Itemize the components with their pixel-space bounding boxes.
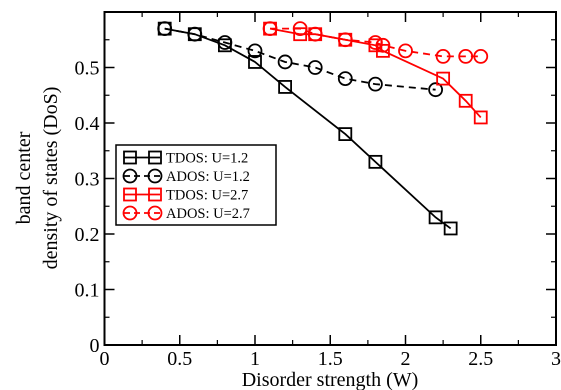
series-1 (157, 21, 444, 98)
y-tick-label: 0 (90, 335, 100, 357)
legend-label: ADOS: U=2.7 (166, 206, 250, 222)
x-tick-label: 0.5 (167, 348, 192, 370)
data-point (157, 21, 173, 37)
legend: TDOS: U=1.2 ADOS: U=1.2 TDOS: U=2.7 ADOS: U… (115, 144, 277, 226)
data-point (458, 49, 474, 64)
data-point (458, 93, 473, 108)
data-point (375, 37, 391, 53)
legend-label: TDOS: U=2.7 (166, 188, 248, 204)
series-line (269, 27, 482, 119)
legend-marker (147, 168, 163, 184)
y-tick-label: 0.5 (75, 58, 100, 80)
series-line (164, 27, 436, 91)
x-tick-label: 3 (551, 348, 561, 370)
x-tick-label: 2.5 (468, 348, 493, 370)
data-point (248, 55, 262, 69)
data-point (307, 60, 323, 75)
data-point (473, 110, 488, 125)
data-point (367, 76, 383, 92)
data-point (278, 80, 293, 94)
x-axis-label: Disorder strength (W) (242, 369, 419, 390)
data-point (187, 26, 203, 42)
series-2 (263, 21, 488, 125)
data-point (337, 32, 353, 48)
data-point (443, 221, 458, 236)
data-point (277, 54, 293, 70)
data-point (217, 35, 233, 50)
data-point (338, 127, 353, 142)
legend-label: TDOS: U=1.2 (166, 151, 248, 167)
data-point (247, 43, 263, 59)
axis-ticks: 0 0.5 1 1.5 2 2.5 3 0 0.1 0.2 0.3 0.4 0.5 (75, 12, 561, 370)
legend-marker (148, 187, 162, 202)
legend-marker (148, 150, 162, 165)
series-line (270, 27, 481, 58)
x-tick-label: 2 (401, 348, 411, 370)
series-3 (262, 21, 489, 64)
legend-label: ADOS: U=1.2 (166, 169, 250, 185)
data-point (367, 35, 383, 50)
data-point (262, 21, 278, 37)
y-tick-label: 0.1 (75, 280, 100, 302)
legend-marker (122, 168, 138, 184)
y-tick-label: 0.3 (75, 169, 100, 191)
y-tick-label: 0.2 (75, 224, 100, 246)
data-point (428, 82, 444, 98)
legend-marker (122, 205, 138, 221)
data-point (307, 26, 323, 42)
data-point (368, 154, 383, 169)
plot-marks (157, 21, 489, 236)
data-point (428, 210, 443, 225)
x-tick-label: 1.5 (318, 348, 343, 370)
legend-marker (123, 187, 137, 202)
legend-marker (147, 205, 163, 221)
x-tick-label: 1 (250, 348, 260, 370)
y-axis-label-line-1: band center (13, 131, 35, 224)
data-point (398, 43, 413, 59)
legend-marker (123, 150, 137, 165)
data-point (292, 21, 308, 37)
data-point (473, 49, 489, 64)
x-tick-label: 0 (100, 348, 110, 370)
y-axis-label-line-2: density of states (DoS) (40, 87, 62, 270)
data-point (435, 49, 451, 64)
data-point (337, 71, 353, 86)
data-point (436, 71, 451, 86)
y-tick-label: 0.4 (75, 113, 100, 135)
